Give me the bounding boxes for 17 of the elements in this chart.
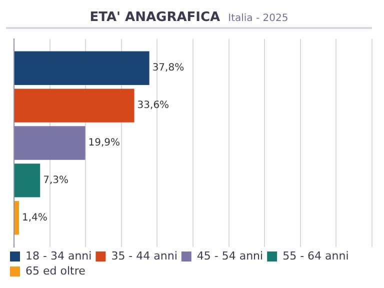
data-label: 37,8% [152, 62, 184, 74]
legend-label: 35 - 44 anni [111, 249, 178, 262]
chart-subtitle: Italia - 2025 [228, 13, 288, 24]
legend-label: 55 - 64 anni [282, 249, 349, 262]
chart-title: ETA' ANAGRAFICA [90, 10, 220, 25]
legend-label: 65 ed oltre [26, 264, 86, 278]
legend-label: 18 - 34 anni [26, 249, 92, 262]
data-label: 1,4% [22, 212, 48, 224]
bar [14, 201, 20, 235]
bar [14, 126, 86, 160]
bar [14, 164, 40, 198]
bar [14, 51, 150, 85]
data-label: 33,6% [137, 100, 170, 112]
bar [14, 88, 134, 122]
legend-label: 45 - 54 anni [196, 249, 264, 262]
data-label: 19,9% [88, 138, 120, 149]
data-label: 7,3% [43, 175, 69, 186]
